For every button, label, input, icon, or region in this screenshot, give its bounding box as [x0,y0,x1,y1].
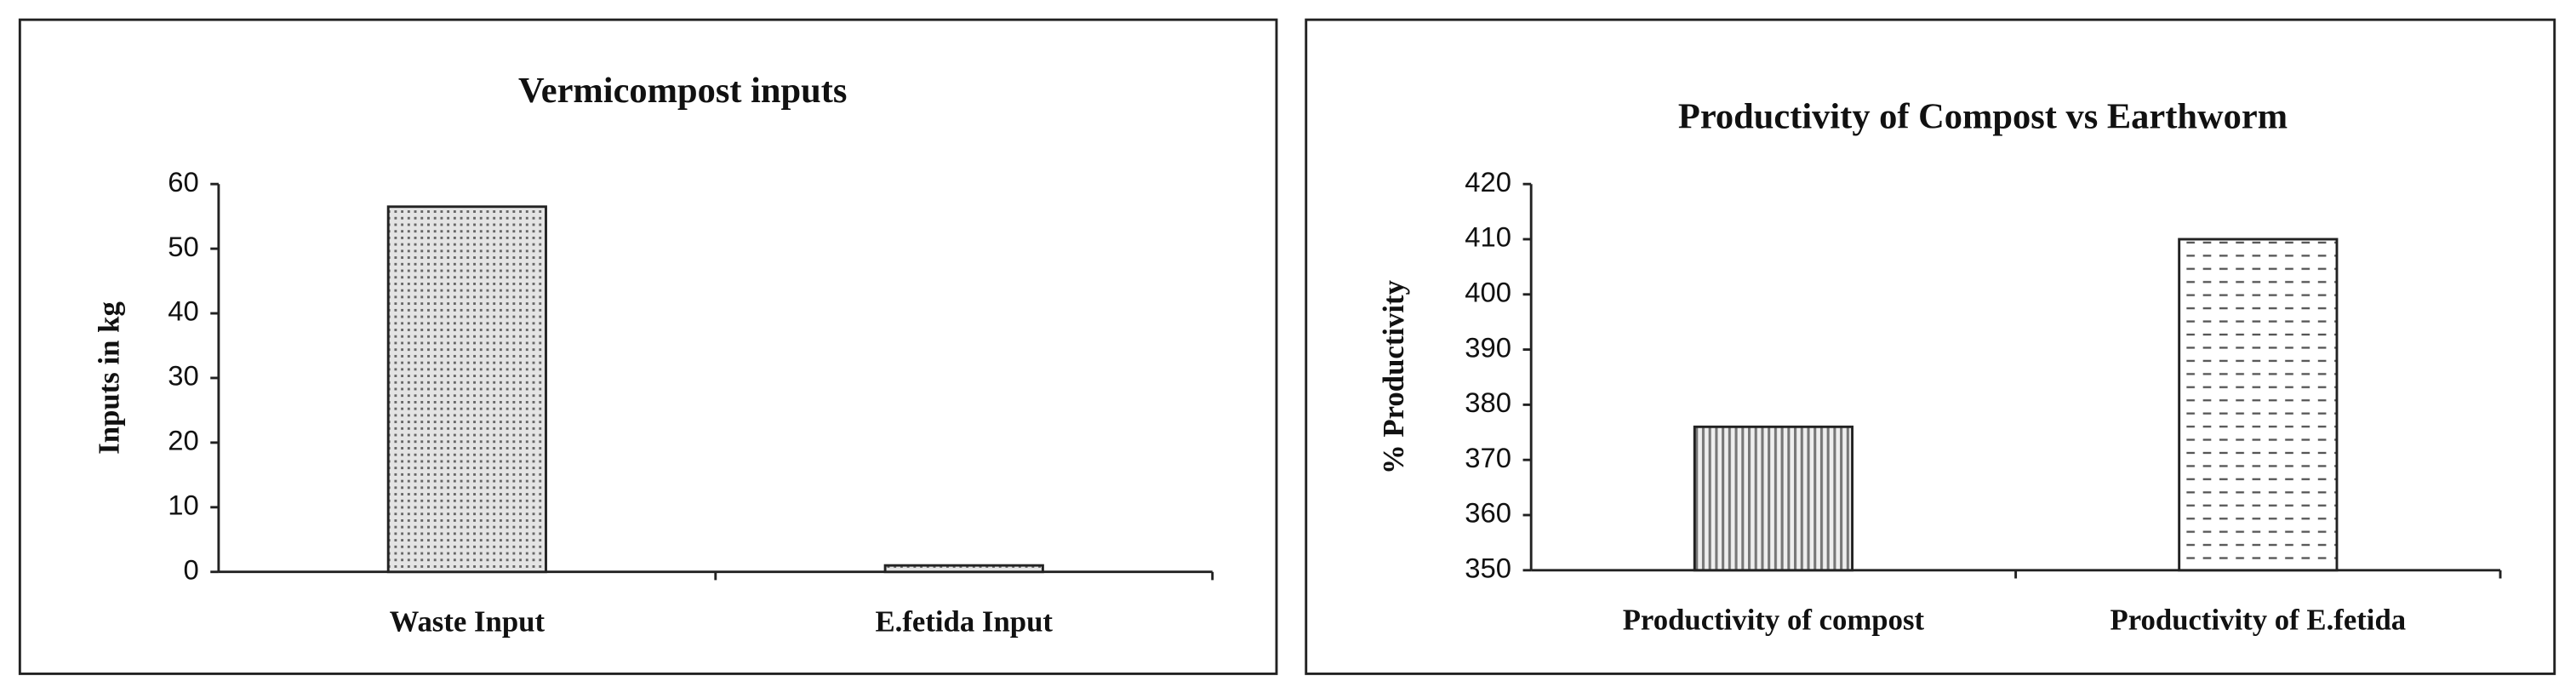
y-tick-label: 10 [168,489,198,520]
y-tick-label: 0 [183,553,198,585]
y-tick-label: 370 [1465,442,1511,473]
bar [2178,238,2339,572]
y-tick-label: 380 [1465,387,1511,418]
panel-frame [18,18,1278,675]
y-tick-label: 390 [1465,331,1511,363]
y-tick-label: 40 [168,295,198,327]
chart-title: Vermicompost inputs [518,71,847,111]
x-tick-label: Waste Input [390,604,545,638]
x-tick-label: Productivity of compost [1623,604,1925,637]
panel-frame [1305,18,2556,675]
y-axis-label: Inputs in kg [92,301,125,455]
bar [883,564,1044,574]
bar [1693,425,1853,572]
y-tick-label: 400 [1465,276,1511,307]
y-axis-label: % Productivity [1377,279,1410,474]
y-tick-label: 410 [1465,221,1511,253]
x-tick-label: Productivity of E.fetida [2110,604,2407,637]
y-tick-label: 350 [1465,552,1511,583]
y-tick-label: 360 [1465,497,1511,529]
y-tick-label: 20 [168,425,198,456]
y-tick-label: 50 [168,231,198,262]
y-tick-label: 420 [1465,166,1511,198]
x-tick-label: E.fetida Input [876,604,1054,638]
y-tick-label: 60 [168,166,198,198]
bar [386,205,547,574]
y-tick-label: 30 [168,360,198,392]
chart-title: Productivity of Compost vs Earthworm [1678,97,2288,137]
